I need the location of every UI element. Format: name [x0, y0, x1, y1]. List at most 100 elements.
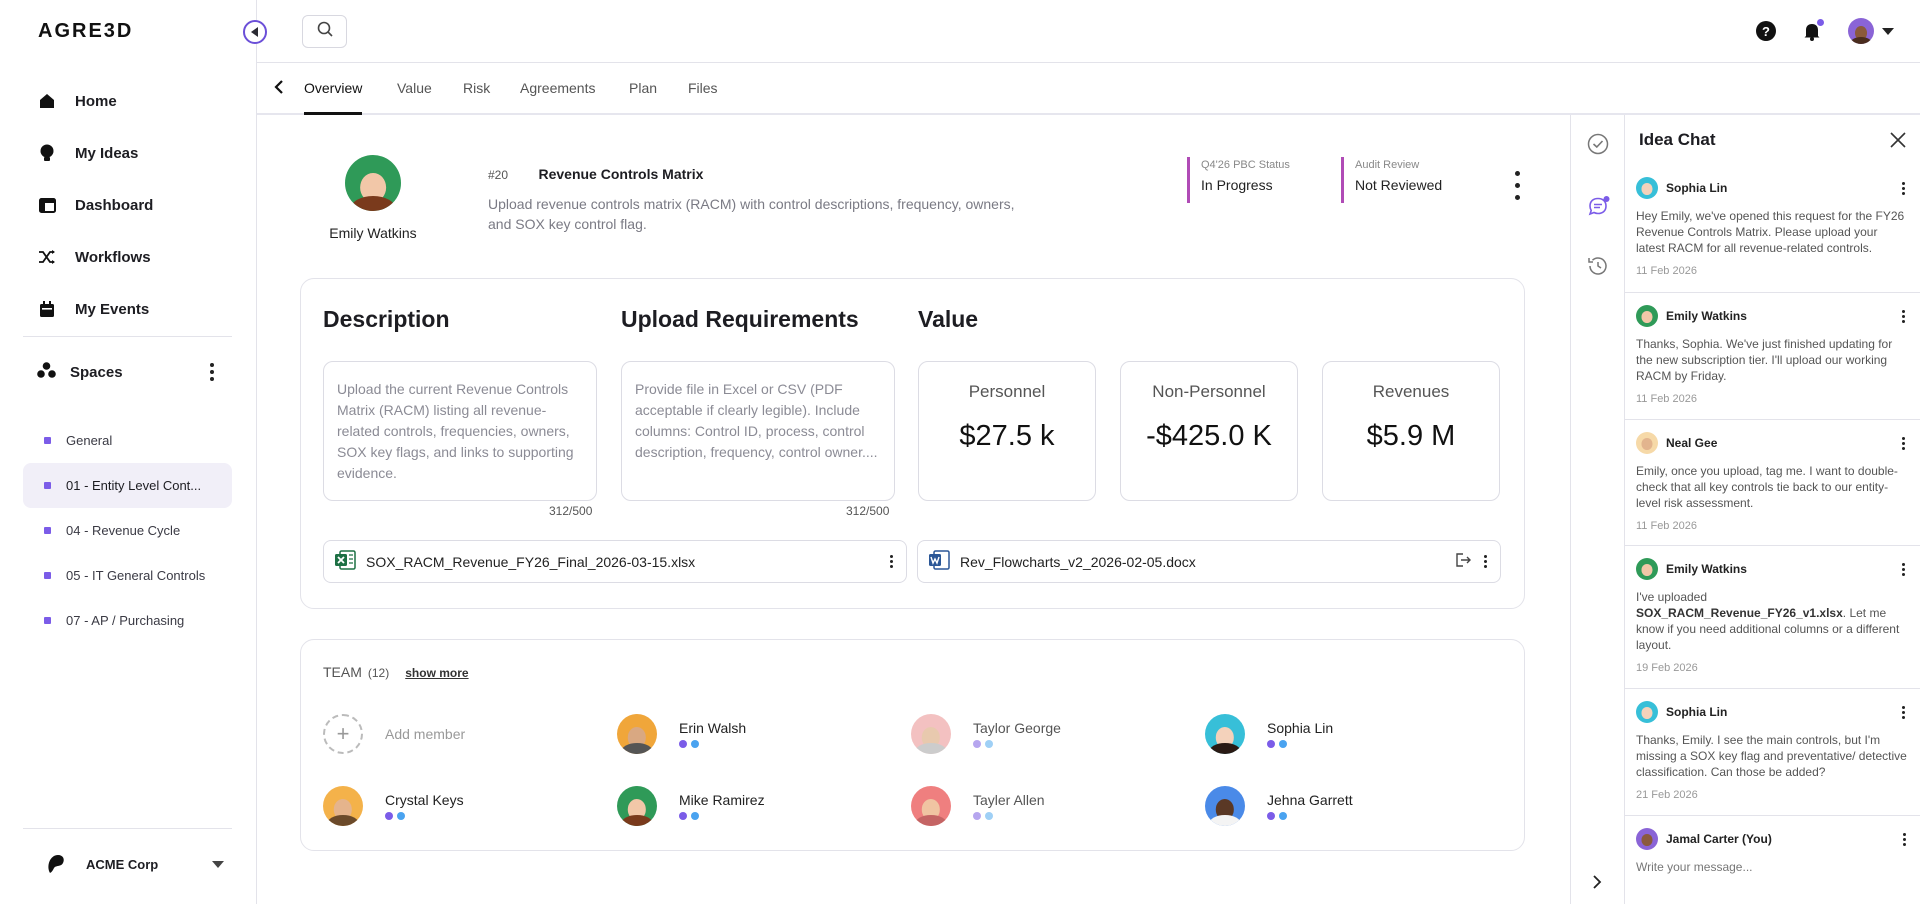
- open-external-icon[interactable]: [1456, 553, 1472, 570]
- value-box-personnel[interactable]: Personnel $27.5 k: [918, 361, 1096, 501]
- space-item-active[interactable]: 01 - Entity Level Cont...: [23, 463, 232, 508]
- avatar[interactable]: [345, 155, 401, 211]
- team-member[interactable]: Taylor George: [911, 714, 1061, 754]
- chat-bubble-icon[interactable]: [1587, 195, 1611, 224]
- add-member-button[interactable]: + Add member: [323, 714, 465, 754]
- spaces-more-icon[interactable]: [207, 363, 217, 381]
- avatar: [617, 786, 657, 826]
- back-chevron-icon[interactable]: [274, 80, 284, 99]
- message-text: Hey Emily, we've opened this request for…: [1636, 209, 1905, 255]
- team-member[interactable]: Sophia Lin: [1205, 714, 1333, 754]
- tab-plan[interactable]: Plan: [629, 80, 658, 96]
- member-name: Erin Walsh: [679, 720, 747, 736]
- message-author: Sophia Lin: [1666, 705, 1728, 719]
- show-more-link[interactable]: show more: [405, 666, 469, 680]
- file-attachment[interactable]: Rev_Flowcharts_v2_2026-02-05.docx: [917, 540, 1501, 583]
- role-dots: [385, 812, 464, 820]
- composer-author: Jamal Carter (You): [1666, 832, 1772, 846]
- team-member[interactable]: Erin Walsh: [617, 714, 746, 754]
- help-icon[interactable]: ?: [1756, 21, 1776, 41]
- tab-overview[interactable]: Overview: [304, 63, 363, 115]
- nav-home[interactable]: Home: [38, 75, 153, 127]
- message-more-icon[interactable]: [1898, 562, 1908, 576]
- avatar: [1848, 18, 1874, 44]
- space-item[interactable]: 04 - Revenue Cycle: [23, 508, 232, 553]
- team-member[interactable]: Mike Ramirez: [617, 786, 765, 826]
- owner-name: Emily Watkins: [329, 225, 417, 241]
- role-dots: [679, 740, 746, 748]
- notifications-button[interactable]: [1802, 19, 1824, 41]
- nav-dashboard[interactable]: Dashboard: [38, 179, 153, 231]
- message-composer[interactable]: Jamal Carter (You) Write your message...: [1625, 817, 1920, 885]
- message-input[interactable]: Write your message...: [1636, 860, 1753, 874]
- org-switcher[interactable]: ACME Corp: [44, 852, 224, 877]
- pbc-status[interactable]: Q4'26 PBC Status In Progress: [1187, 157, 1290, 203]
- message-more-icon[interactable]: [1898, 309, 1908, 323]
- request-description: Upload revenue controls matrix (RACM) wi…: [488, 196, 1015, 232]
- request-more-icon[interactable]: [1512, 169, 1522, 202]
- tab-bar: Overview Value Risk Agreements Plan File…: [257, 63, 1920, 115]
- request-owner: Emily Watkins: [313, 155, 433, 241]
- space-item[interactable]: General: [23, 418, 232, 463]
- idea-chat-panel: Idea Chat Sophia Lin Hey Emily, we've op…: [1625, 115, 1920, 904]
- value-amount: $5.9 M: [1366, 420, 1456, 452]
- team-member[interactable]: Tayler Allen: [911, 786, 1045, 826]
- org-name: ACME Corp: [86, 857, 159, 872]
- side-rail: [1570, 115, 1625, 904]
- value-label: Non-Personnel: [1152, 382, 1266, 401]
- description-heading: Description: [323, 306, 450, 332]
- value-label: Revenues: [1372, 382, 1450, 401]
- tab-agreements[interactable]: Agreements: [520, 80, 596, 96]
- space-item[interactable]: 05 - IT General Controls: [23, 553, 232, 598]
- team-member[interactable]: Crystal Keys: [323, 786, 464, 826]
- user-menu[interactable]: [1848, 18, 1894, 44]
- message-more-icon[interactable]: [1898, 705, 1908, 719]
- close-icon[interactable]: [1890, 132, 1906, 153]
- upload-requirements-textarea[interactable]: Provide file in Excel or CSV (PDF accept…: [621, 361, 895, 501]
- nav-my-ideas[interactable]: My Ideas: [38, 127, 153, 179]
- value-box-non-personnel[interactable]: Non-Personnel -$425.0 K: [1120, 361, 1298, 501]
- chevron-down-icon: [1882, 27, 1894, 35]
- avatar: [323, 786, 363, 826]
- chat-messages: Sophia Lin Hey Emily, we've opened this …: [1625, 165, 1920, 816]
- spaces-label: Spaces: [70, 363, 123, 381]
- search-button[interactable]: [302, 15, 347, 48]
- message-filename[interactable]: SOX_RACM_Revenue_FY26_v1.xlsx: [1636, 606, 1843, 620]
- message-author: Emily Watkins: [1666, 562, 1747, 576]
- collapse-sidebar-button[interactable]: [243, 20, 267, 44]
- value-amount: $27.5 k: [959, 420, 1055, 452]
- tab-risk[interactable]: Risk: [463, 80, 491, 96]
- file-more-icon[interactable]: [886, 555, 896, 568]
- file-attachment[interactable]: SOX_RACM_Revenue_FY26_Final_2026-03-15.x…: [323, 540, 907, 583]
- audit-review-status[interactable]: Audit Review Not Reviewed: [1341, 157, 1442, 203]
- message-date: 11 Feb 2026: [1636, 393, 1697, 405]
- history-icon[interactable]: [1587, 255, 1609, 282]
- tab-value[interactable]: Value: [397, 80, 432, 96]
- message-more-icon[interactable]: [1898, 181, 1908, 195]
- composer-more-icon[interactable]: [1899, 832, 1909, 846]
- spaces-header[interactable]: Spaces: [37, 362, 217, 382]
- description-textarea[interactable]: Upload the current Revenue Controls Matr…: [323, 361, 597, 501]
- member-name: Taylor George: [973, 720, 1061, 736]
- message-more-icon[interactable]: [1898, 436, 1908, 450]
- space-color-icon: [44, 482, 51, 489]
- member-name: Sophia Lin: [1267, 720, 1334, 736]
- check-circle-icon[interactable]: [1587, 133, 1609, 160]
- sidebar-divider: [23, 336, 232, 337]
- bell-icon: [1802, 24, 1822, 45]
- avatar: [911, 786, 951, 826]
- nav-my-events[interactable]: My Events: [38, 283, 153, 335]
- member-name: Tayler Allen: [973, 792, 1045, 808]
- tab-files[interactable]: Files: [688, 80, 718, 96]
- team-member[interactable]: Jehna Garrett: [1205, 786, 1353, 826]
- message-text: Emily, once you upload, tag me. I want t…: [1636, 464, 1898, 510]
- nav-workflows[interactable]: Workflows: [38, 231, 153, 283]
- chevron-right-icon[interactable]: [1592, 875, 1602, 894]
- word-file-icon: [928, 549, 950, 574]
- space-item[interactable]: 07 - AP / Purchasing: [23, 598, 232, 643]
- message-text: Thanks, Sophia. We've just finished upda…: [1636, 337, 1893, 383]
- file-more-icon[interactable]: [1480, 555, 1490, 568]
- app-logo[interactable]: AGRE3D: [38, 20, 134, 42]
- value-amount: -$425.0 K: [1146, 420, 1272, 452]
- value-box-revenues[interactable]: Revenues $5.9 M: [1322, 361, 1500, 501]
